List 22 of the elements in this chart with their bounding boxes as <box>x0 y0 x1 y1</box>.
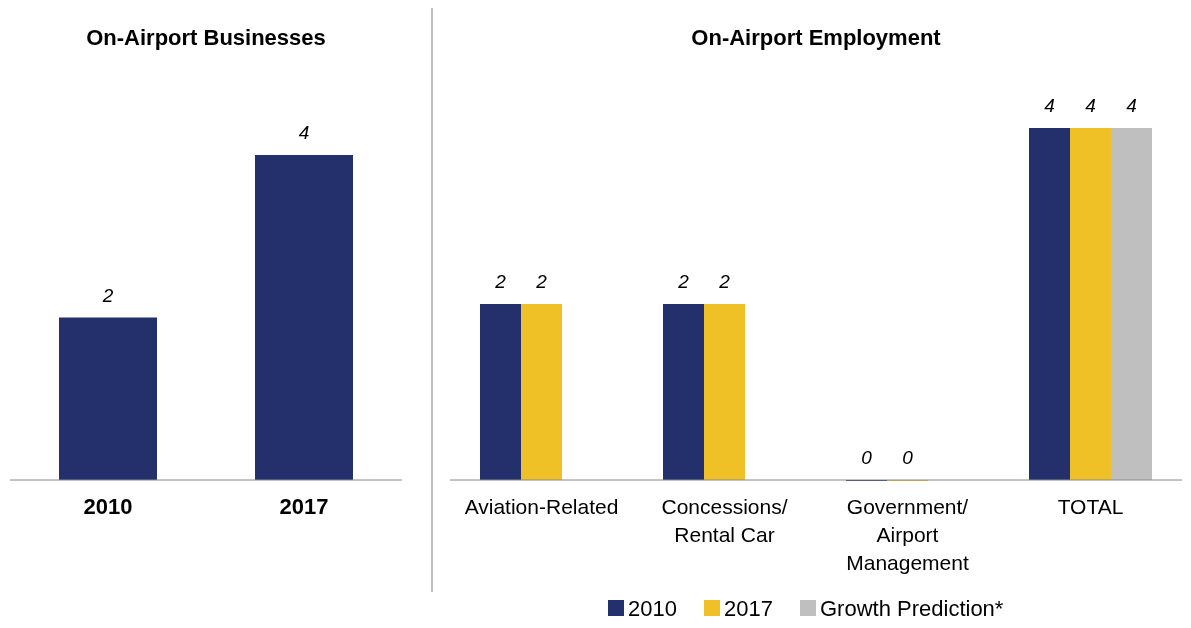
data-label: 4 <box>1044 95 1055 116</box>
x-tick-label: 2017 <box>279 494 329 519</box>
legend-label: Growth Prediction* <box>820 596 1004 621</box>
data-label: 2 <box>494 271 507 292</box>
x-tick-label: Government/ Airport Management <box>846 495 969 574</box>
data-label: 4 <box>1085 95 1096 116</box>
data-label: 2 <box>535 271 548 292</box>
legend-label: 2010 <box>628 596 677 621</box>
chart-title: On-Airport Businesses <box>86 25 326 50</box>
x-tick-label: Aviation-Related <box>464 495 619 518</box>
data-label: 2 <box>101 284 114 306</box>
x-tick-label: Concessions/ Rental Car <box>661 495 788 546</box>
data-label: 0 <box>861 447 873 468</box>
data-label: 0 <box>902 447 914 468</box>
data-label: 2 <box>718 271 731 292</box>
x-tick-label: TOTAL <box>1057 495 1124 518</box>
data-label: 2 <box>677 271 690 292</box>
data-label: 4 <box>1126 95 1137 116</box>
x-tick-label: 2010 <box>83 494 133 519</box>
chart-title: On-Airport Employment <box>691 25 942 50</box>
legend-label: 2017 <box>724 596 773 621</box>
data-label: 4 <box>298 122 310 143</box>
